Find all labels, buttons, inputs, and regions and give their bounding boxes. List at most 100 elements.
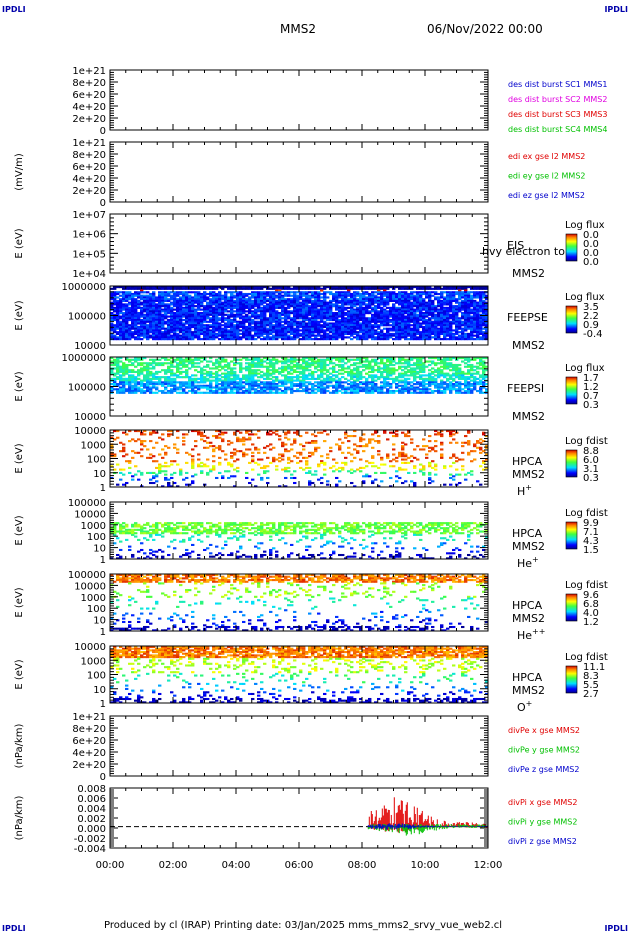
spectrogram-cell — [290, 381, 294, 384]
spectrogram-cell — [257, 320, 261, 323]
spectrogram-cell — [440, 299, 444, 303]
spectrogram-cell — [200, 360, 204, 363]
spectrogram-cell — [113, 381, 117, 384]
spectrogram-cell — [311, 318, 315, 322]
spectrogram-cell — [263, 294, 267, 297]
spectrogram-cell — [227, 310, 231, 313]
spectrogram-cell — [290, 305, 294, 308]
spectrogram-cell — [350, 369, 354, 372]
spectrogram-cell — [194, 312, 198, 315]
spectrogram-cell — [137, 320, 141, 323]
spectrogram-cell — [242, 296, 246, 299]
spectrogram-cell — [122, 294, 126, 297]
spectrogram-cell — [302, 298, 306, 301]
spectrogram-cell — [209, 305, 213, 308]
spectrogram-cell — [347, 313, 351, 316]
spectrogram-cell — [407, 318, 411, 322]
spectrogram-cell — [443, 318, 447, 322]
spectrogram-cell — [482, 296, 486, 299]
spectrogram-cell — [182, 362, 186, 365]
spectrogram-cell — [245, 301, 249, 304]
spectrogram-cell — [461, 292, 465, 296]
spectrogram-cell — [353, 329, 357, 332]
spectrogram-cell — [287, 336, 291, 339]
spectrogram-cell — [248, 301, 252, 304]
spectrogram-cell — [284, 357, 288, 360]
spectrogram-cell — [209, 320, 213, 323]
spectrogram-cell — [143, 296, 147, 299]
spectrogram-cell — [302, 318, 306, 322]
spectrogram-cell — [188, 318, 192, 322]
spectrogram-cell — [272, 367, 276, 370]
spectrogram-cell — [164, 296, 168, 299]
spectrogram-cell — [350, 303, 354, 306]
spectrogram-cell — [212, 298, 216, 301]
spectrogram-cell — [197, 325, 201, 329]
spectrogram-cell — [425, 325, 429, 329]
spectrogram-cell — [455, 312, 459, 315]
spectrogram-cell — [293, 308, 297, 311]
spectrogram-cell — [356, 299, 360, 303]
spectrogram-cell — [128, 374, 132, 377]
spectrogram-cell — [284, 310, 288, 313]
spectrogram-cell — [176, 325, 180, 329]
spectrogram-cell — [383, 298, 387, 301]
spectrogram-cell — [218, 291, 222, 294]
spectrogram-cell — [113, 334, 117, 337]
spectrogram-cell — [119, 299, 123, 303]
spectrogram-cell — [323, 312, 327, 315]
spectrogram-cell — [269, 315, 273, 318]
spectrogram-cell — [455, 325, 459, 329]
spectrogram-cell — [170, 363, 174, 367]
spectrogram-cell — [422, 331, 426, 334]
spectrogram-cell — [287, 358, 291, 361]
spectrogram-cell — [125, 338, 129, 341]
spectrogram-cell — [227, 296, 231, 299]
spectrogram-cell — [125, 331, 129, 334]
spectrogram-cell — [161, 327, 165, 330]
spectrogram-cell — [164, 381, 168, 384]
spectrogram-cell — [329, 291, 333, 294]
spectrogram-cell — [389, 332, 393, 335]
spectrogram-cell — [482, 336, 486, 339]
spectrogram-cell — [371, 291, 375, 294]
spectrogram-cell — [422, 327, 426, 330]
spectrogram-cell — [404, 318, 408, 322]
spectrogram-cell — [146, 370, 150, 374]
spectrogram-cell — [266, 310, 270, 313]
spectrogram-cell — [134, 317, 138, 320]
spectrogram-cell — [440, 370, 444, 374]
spectrogram-cell — [170, 381, 174, 384]
spectrogram-cell — [110, 369, 114, 372]
spectrogram-cell — [164, 317, 168, 320]
spectrogram-cell — [293, 296, 297, 299]
spectrogram-cell — [200, 308, 204, 311]
spectrogram-cell — [275, 299, 279, 303]
spectrogram-cell — [365, 329, 369, 332]
spectrogram-cell — [329, 301, 333, 304]
spectrogram-cell — [224, 336, 228, 339]
spectrogram-cell — [353, 332, 357, 335]
spectrogram-cell — [263, 286, 267, 289]
spectrogram-cell — [278, 334, 282, 337]
spectrogram-cell — [179, 322, 183, 325]
spectrogram-cell — [167, 370, 171, 374]
spectrogram-cell — [431, 301, 435, 304]
spectrogram-cell — [134, 291, 138, 294]
spectrogram-cell — [116, 332, 120, 335]
spectrogram-cell — [428, 291, 432, 294]
spectrogram-cell — [317, 363, 321, 367]
spectrogram-cell — [341, 336, 345, 339]
spectrogram-cell — [476, 329, 480, 332]
spectrogram-cell — [416, 322, 420, 325]
spectrogram-cell — [404, 294, 408, 297]
spectrogram-cell — [287, 377, 291, 380]
spectrogram-cell — [308, 369, 312, 372]
spectrogram-cell — [260, 286, 264, 289]
spectrogram-cell — [125, 357, 129, 360]
spectrogram-cell — [329, 377, 333, 380]
spectrogram-cell — [416, 372, 420, 375]
spectrogram-cell — [308, 334, 312, 337]
spectrogram-cell — [125, 369, 129, 372]
spectrogram-cell — [197, 315, 201, 318]
